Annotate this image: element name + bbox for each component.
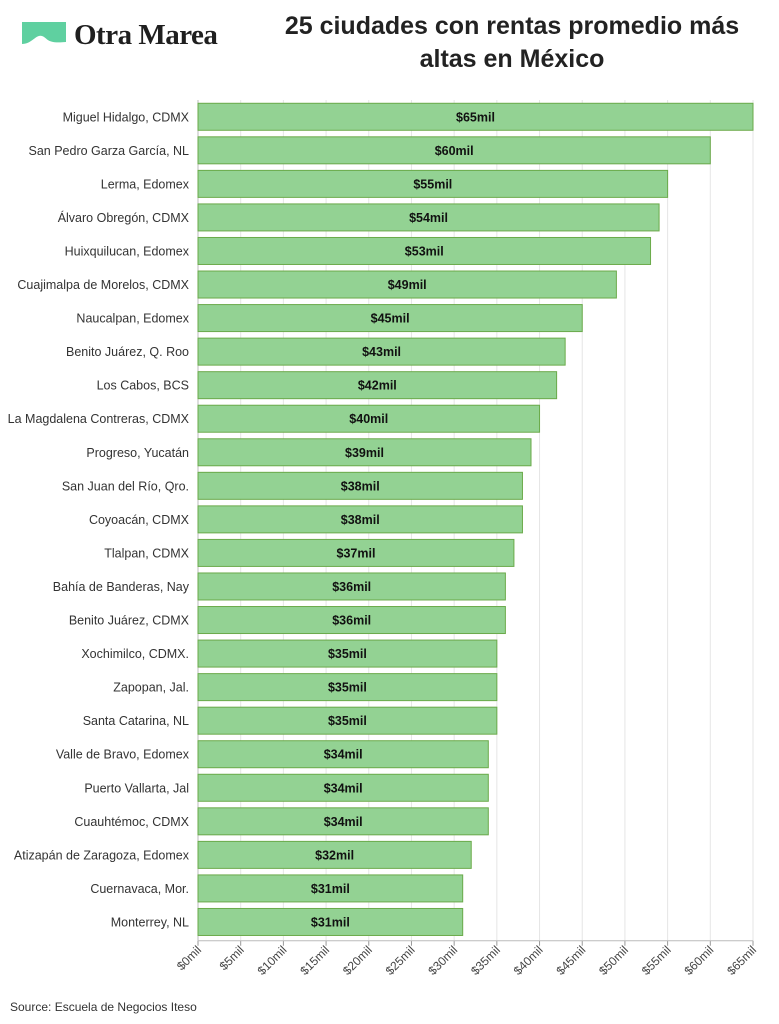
category-label: Los Cabos, BCS [97, 379, 189, 393]
data-label: $40mil [349, 412, 388, 426]
category-label: Miguel Hidalgo, CDMX [63, 110, 190, 124]
x-tick-label: $45mil [553, 943, 588, 978]
x-tick-label: $55mil [639, 943, 674, 978]
x-tick-label: $30mil [425, 943, 460, 978]
data-label: $38mil [341, 479, 380, 493]
bar [197, 706, 498, 735]
category-label: Santa Catarina, NL [83, 714, 189, 728]
data-label: $60mil [435, 144, 474, 158]
data-label: $31mil [311, 915, 350, 929]
category-label: Xochimilco, CDMX. [81, 647, 189, 661]
data-label: $38mil [341, 513, 380, 527]
data-label: $42mil [358, 379, 397, 393]
bar [197, 740, 489, 769]
x-tick-label: $20mil [340, 943, 375, 978]
bar [197, 371, 558, 400]
bar [197, 639, 498, 668]
data-label: $65mil [456, 110, 495, 124]
data-label: $34mil [324, 781, 363, 795]
bar [197, 404, 541, 433]
category-label: Naucalpan, Edomex [76, 312, 189, 326]
category-label: Puerto Vallarta, Jal [84, 781, 189, 795]
data-label: $43mil [362, 345, 401, 359]
category-label: Benito Juárez, Q. Roo [66, 345, 189, 359]
bar [197, 840, 472, 869]
x-tick-label: $60mil [682, 943, 717, 978]
x-tick-label: $0mil [174, 943, 204, 973]
data-label: $35mil [328, 647, 367, 661]
category-label: Tlalpan, CDMX [104, 546, 189, 560]
data-label: $36mil [332, 580, 371, 594]
bar [197, 572, 506, 601]
data-label: $55mil [413, 177, 452, 191]
bar [197, 304, 583, 333]
category-label: Bahía de Banderas, Nay [53, 580, 190, 594]
bar [197, 505, 523, 534]
category-label: San Juan del Río, Qro. [62, 479, 189, 493]
x-tick-label: $40mil [511, 943, 546, 978]
bar-chart: $0mil $5mil $10mil $15mil $20mil $25mil $30mil… [8, 100, 759, 978]
bar [197, 673, 498, 702]
x-tick-label: $50mil [596, 943, 631, 978]
wave-logo-icon [22, 22, 66, 48]
category-label: La Magdalena Contreras, CDMX [8, 412, 190, 426]
bar [197, 337, 566, 366]
bar [197, 169, 669, 198]
bar [197, 773, 489, 802]
data-label: $39mil [345, 446, 384, 460]
category-label: Valle de Bravo, Edomex [56, 748, 190, 762]
data-label: $32mil [315, 848, 354, 862]
bar [197, 136, 711, 165]
category-label: Atizapán de Zaragoza, Edomex [14, 848, 190, 862]
data-label: $34mil [324, 748, 363, 762]
data-label: $37mil [337, 546, 376, 560]
bar [197, 102, 754, 131]
data-label: $35mil [328, 714, 367, 728]
bar [197, 471, 523, 500]
brand-name: Otra Marea [74, 18, 218, 51]
category-label: Coyoacán, CDMX [89, 513, 190, 527]
data-label: $49mil [388, 278, 427, 292]
x-tick-label: $65mil [724, 943, 759, 978]
chart-title: 25 ciudades con rentas promedio más alta… [284, 12, 740, 73]
bar [197, 203, 660, 232]
data-label: $35mil [328, 681, 367, 695]
x-tick-label: $15mil [297, 943, 332, 978]
bar [197, 270, 617, 299]
data-label: $54mil [409, 211, 448, 225]
category-label: San Pedro Garza García, NL [29, 144, 190, 158]
bar [197, 807, 489, 836]
category-label: Progreso, Yucatán [86, 446, 189, 460]
brand-logo: Otra Marea [22, 18, 218, 52]
x-tick-label: $5mil [217, 943, 247, 973]
data-label: $53mil [405, 244, 444, 258]
bar [197, 438, 532, 467]
data-label: $34mil [324, 815, 363, 829]
x-tick-label: $35mil [468, 943, 503, 978]
category-label: Álvaro Obregón, CDMX [58, 210, 190, 225]
category-label: Cuernavaca, Mor. [90, 882, 189, 896]
data-label: $45mil [371, 312, 410, 326]
source-note: Source: Escuela de Negocios Iteso [10, 1000, 197, 1014]
bar [197, 538, 515, 567]
bar [197, 874, 464, 903]
bar [197, 606, 506, 635]
bar [197, 236, 652, 265]
category-label: Monterrey, NL [111, 915, 189, 929]
x-tick-label: $10mil [255, 943, 290, 978]
category-label: Huixquilucan, Edomex [65, 244, 190, 258]
category-label: Benito Juárez, CDMX [69, 614, 190, 628]
category-label: Cuajimalpa de Morelos, CDMX [17, 278, 189, 292]
bar [197, 907, 464, 936]
x-tick-label: $25mil [383, 943, 418, 978]
data-label: $31mil [311, 882, 350, 896]
category-label: Lerma, Edomex [101, 177, 190, 191]
category-label: Cuauhtémoc, CDMX [74, 815, 189, 829]
category-label: Zapopan, Jal. [113, 681, 189, 695]
data-label: $36mil [332, 614, 371, 628]
